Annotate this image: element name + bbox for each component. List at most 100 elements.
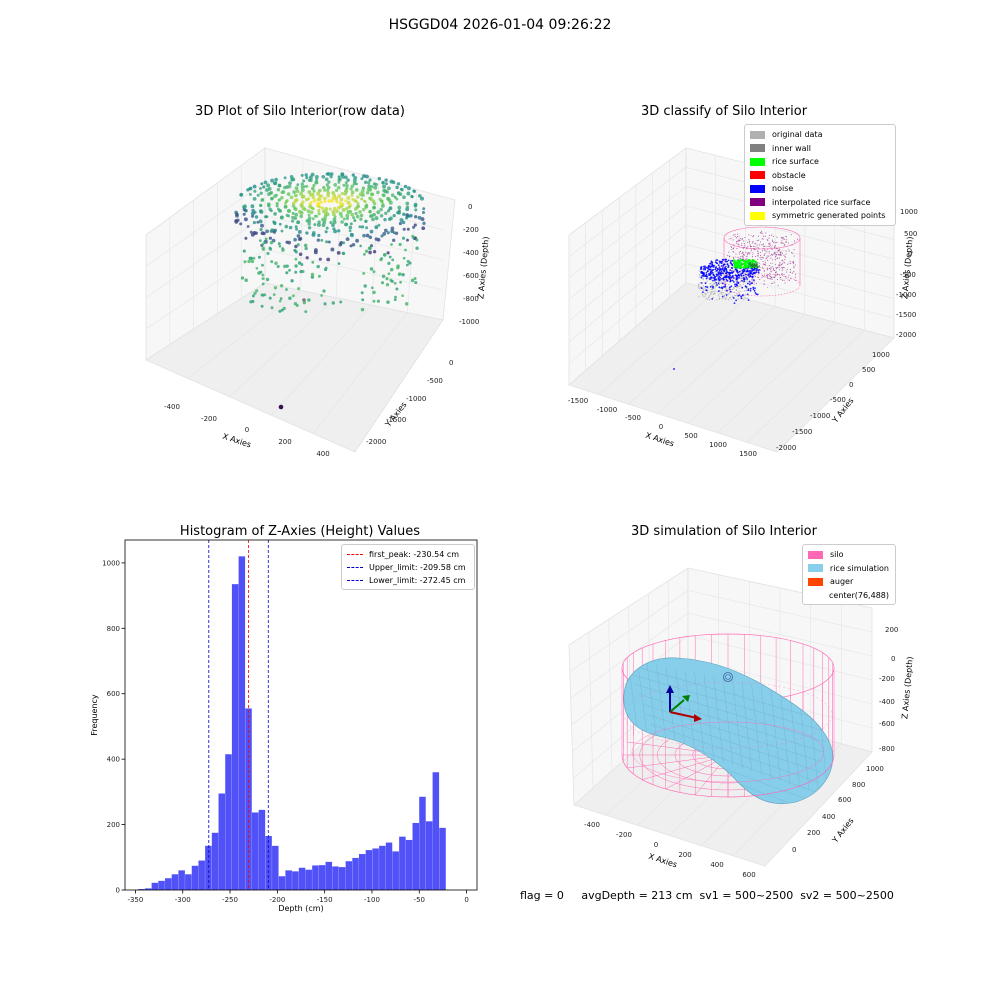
scatter-point bbox=[274, 181, 278, 185]
original-data-point bbox=[735, 289, 738, 291]
original-data-point bbox=[709, 283, 711, 285]
noise-point bbox=[728, 286, 731, 289]
scatter-point bbox=[340, 214, 344, 219]
noise-point bbox=[729, 269, 732, 271]
noise-point bbox=[731, 279, 734, 282]
mesh-line bbox=[625, 663, 831, 723]
original-data-point bbox=[726, 286, 728, 288]
interpolated-point bbox=[760, 232, 762, 234]
z-tick: -200 bbox=[463, 226, 479, 234]
original-data-point bbox=[738, 285, 740, 287]
scatter-point bbox=[313, 223, 317, 227]
panel4-z-ticks: 200 0 -200 -400 -600 -800 bbox=[879, 626, 898, 753]
scatter-point bbox=[382, 193, 386, 198]
noise-point bbox=[717, 282, 720, 285]
noise-point bbox=[753, 279, 755, 282]
scatter-point bbox=[283, 264, 287, 269]
interpolated-point bbox=[780, 253, 782, 255]
scatter-point bbox=[278, 222, 282, 226]
interpolated-point bbox=[775, 271, 777, 273]
scatter-point bbox=[317, 233, 321, 238]
histogram-bar bbox=[425, 821, 433, 890]
noise-point bbox=[754, 292, 757, 294]
scatter-point bbox=[361, 298, 365, 302]
noise-point bbox=[728, 274, 731, 277]
histogram-frame bbox=[124, 539, 478, 891]
scatter-point bbox=[275, 201, 279, 206]
original-data-point bbox=[711, 288, 713, 290]
noise-point bbox=[720, 270, 723, 273]
legend-swatch bbox=[750, 211, 765, 220]
scatter-point bbox=[355, 214, 360, 219]
rice-surface-point bbox=[738, 265, 742, 269]
interpolated-point bbox=[774, 253, 776, 255]
interpolated-point bbox=[776, 236, 778, 238]
noise-point bbox=[749, 289, 752, 292]
noise-point bbox=[746, 278, 748, 280]
scatter-point bbox=[349, 187, 353, 191]
scatter-point bbox=[278, 309, 282, 313]
interpolated-point bbox=[765, 232, 767, 234]
interpolated-point bbox=[748, 252, 750, 254]
noise-point bbox=[751, 273, 754, 276]
scatter-point bbox=[293, 237, 297, 242]
scatter-point bbox=[317, 212, 321, 216]
scatter-point bbox=[376, 299, 380, 303]
interpolated-point bbox=[768, 268, 770, 270]
original-data-point bbox=[746, 280, 748, 282]
y-tick: 800 bbox=[852, 781, 865, 789]
original-data-point bbox=[719, 293, 721, 295]
x-tick-label: -150 bbox=[317, 896, 333, 904]
interpolated-point bbox=[782, 238, 784, 240]
scatter-point bbox=[372, 290, 376, 295]
panel3-legend: first_peak: -230.54 cm Upper_limit: -209… bbox=[341, 544, 475, 590]
scatter-point bbox=[355, 238, 360, 243]
scatter-point bbox=[360, 177, 364, 181]
original-data-point bbox=[725, 288, 727, 290]
noise-point bbox=[715, 281, 718, 284]
interpolated-point bbox=[756, 255, 758, 257]
scatter-point bbox=[399, 280, 402, 284]
legend-label: Lower_limit: -272.45 cm bbox=[369, 576, 466, 585]
noise-point bbox=[715, 259, 718, 262]
interpolated-point bbox=[785, 250, 787, 252]
noise-point bbox=[740, 272, 743, 275]
mesh-line bbox=[675, 668, 686, 752]
scatter-point bbox=[287, 184, 292, 189]
original-data-point bbox=[704, 294, 706, 296]
z-tick: -1500 bbox=[896, 311, 916, 319]
scatter-point bbox=[386, 231, 390, 235]
scatter-point bbox=[420, 217, 425, 222]
scatter-point bbox=[363, 253, 366, 256]
scatter-point bbox=[243, 260, 247, 264]
rice-surface-point bbox=[743, 262, 746, 266]
original-data-point bbox=[723, 295, 726, 297]
scatter-point bbox=[350, 233, 354, 238]
legend-item: original data bbox=[750, 128, 889, 142]
histogram-bar bbox=[138, 889, 145, 890]
noise-point bbox=[753, 289, 756, 292]
noise-point bbox=[712, 285, 714, 288]
histogram-bar bbox=[272, 845, 279, 890]
original-data-point bbox=[712, 283, 714, 285]
mesh-line bbox=[741, 681, 753, 773]
scatter-point bbox=[374, 225, 379, 230]
interpolated-point bbox=[760, 258, 762, 260]
scatter-point bbox=[332, 227, 336, 231]
noise-point bbox=[706, 270, 709, 272]
z-tick: 1000 bbox=[900, 208, 918, 216]
scatter-point bbox=[352, 178, 357, 183]
interpolated-point bbox=[784, 282, 786, 284]
scatter-point bbox=[298, 237, 303, 241]
interpolated-point bbox=[776, 241, 778, 244]
interpolated-point bbox=[727, 255, 729, 257]
scatter-point bbox=[345, 206, 349, 211]
histogram-x-ticks: -350 -300 -250 -200 -150 -100 -50 0 bbox=[127, 890, 469, 904]
original-data-point bbox=[725, 298, 727, 300]
original-data-point bbox=[701, 293, 703, 295]
interpolated-point bbox=[741, 239, 743, 241]
original-data-point bbox=[698, 296, 700, 298]
scatter-point bbox=[393, 298, 397, 302]
noise-point bbox=[751, 276, 754, 279]
interpolated-point bbox=[730, 270, 733, 272]
